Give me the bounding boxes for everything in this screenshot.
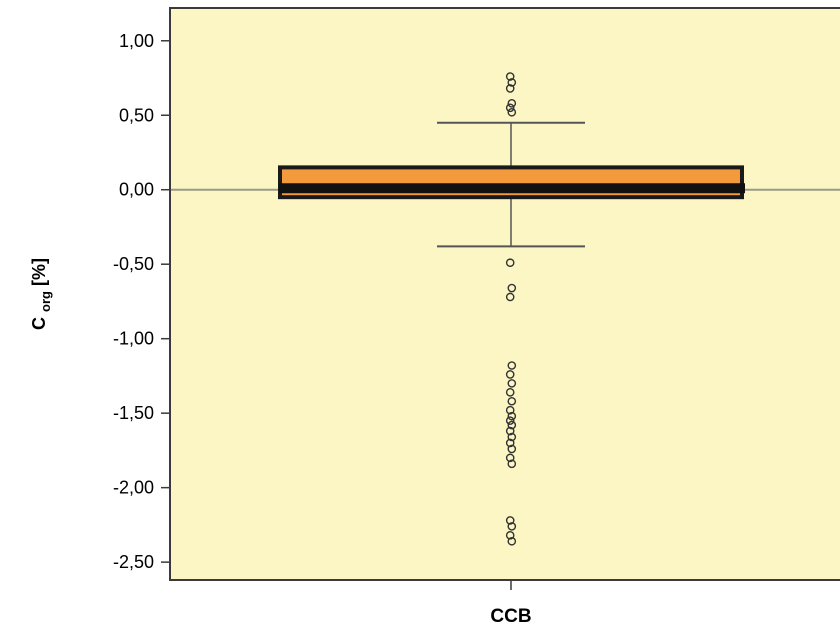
outlier-point (505, 370, 515, 379)
outlier-point (507, 536, 517, 546)
outlier-point (507, 379, 517, 388)
outlier-point (507, 78, 517, 87)
y-tick-label: -1,50 (113, 403, 154, 423)
y-axis-title-main: C (29, 317, 49, 330)
outlier-point (507, 522, 517, 531)
y-tick-label: -1,00 (113, 329, 154, 349)
outlier-point (507, 432, 517, 442)
outlier-point (507, 283, 517, 293)
outlier-point (505, 426, 515, 436)
outlier-point (507, 361, 517, 370)
outlier-point (507, 396, 517, 406)
y-axis-title: C org [%] (29, 258, 54, 330)
y-tick-label: 1,00 (119, 31, 154, 51)
y-tick-label: 0,50 (119, 105, 154, 125)
y-tick-label: 0,00 (119, 180, 154, 200)
outlier-point (505, 438, 515, 448)
plot-area (170, 8, 840, 580)
y-tick-label: -2,00 (113, 478, 154, 498)
box-plot-ccb (278, 121, 745, 248)
outlier-point (505, 72, 515, 81)
outlier-point (505, 292, 515, 302)
y-axis-title-subscript: org (38, 291, 53, 312)
outlier-point (505, 84, 515, 93)
y-tick-label: -2,50 (113, 552, 154, 572)
outlier-point (505, 516, 515, 525)
outlier-point (507, 411, 517, 421)
y-tick-label: -0,50 (113, 254, 154, 274)
plot-frame (169, 7, 840, 581)
x-category-label: CCB (490, 606, 531, 627)
outlier-point (505, 416, 515, 425)
outlier-point (505, 453, 515, 463)
outlier-point (507, 444, 517, 454)
outlier-point (507, 459, 517, 469)
outlier-point (507, 107, 517, 117)
outlier-point (505, 531, 515, 540)
outlier-point (505, 405, 515, 415)
outlier-point (505, 258, 515, 268)
y-axis: 1,00 0,50 0,00 -0,50 -1,00 -1,50 -2,00 -2,50 (113, 31, 170, 572)
outlier-point (507, 99, 517, 108)
median-line (279, 183, 745, 194)
outlier-point (507, 420, 517, 430)
y-axis-title-unit: [%] (29, 258, 49, 286)
outlier-points (505, 72, 517, 546)
outlier-point (505, 388, 515, 397)
outlier-point (505, 103, 515, 113)
